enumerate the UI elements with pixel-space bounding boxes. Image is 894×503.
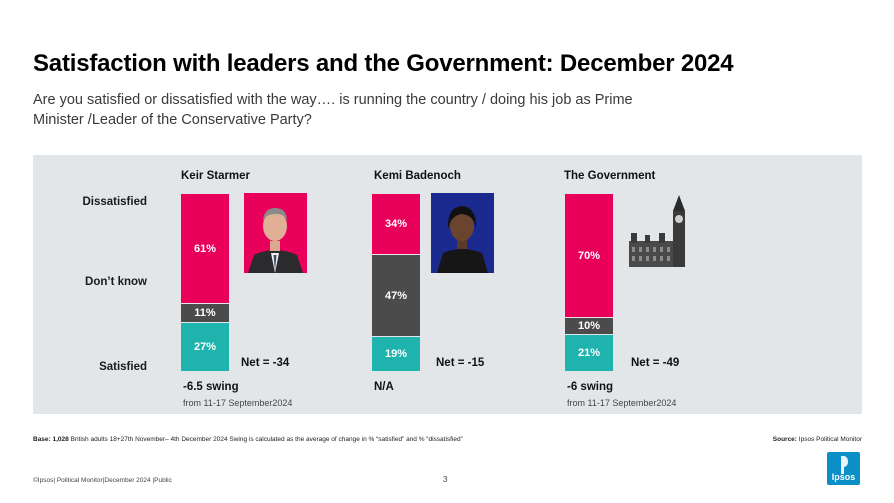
row-label-satisfied: Satisfied: [99, 361, 147, 373]
badenoch-photo: [431, 193, 494, 273]
bar-segment-satisfied-the-government: 21%: [565, 335, 613, 371]
net-label-kemi-badenoch: Net = -15: [436, 357, 485, 369]
swing-subtext-the-government: from 11-17 September2024: [567, 398, 677, 408]
footnote: Base: 1,028 British adults 18+27th Novem…: [33, 436, 463, 443]
bar-segment-satisfied-kemi-badenoch: 19%: [372, 337, 420, 371]
bar-segment-dissatisfied-kemi-badenoch: 34%: [372, 194, 420, 254]
page-title: Satisfaction with leaders and the Govern…: [33, 50, 734, 77]
bar-the-government: 70% 10% 21%: [565, 194, 613, 371]
data-label: 21%: [577, 347, 601, 359]
data-label: 19%: [384, 348, 408, 360]
data-label: 47%: [384, 289, 408, 302]
source-note: Source: Ipsos Political Monitor: [773, 436, 862, 443]
swing-label-the-government: -6 swing: [567, 381, 614, 393]
bar-segment-dont-know-the-government: 10%: [565, 317, 613, 335]
data-label: 34%: [384, 218, 408, 230]
source-label: Source:: [772, 436, 797, 443]
data-label: 70%: [577, 249, 601, 262]
column-header-kemi-badenoch: Kemi Badenoch: [374, 170, 461, 182]
bar-segment-dissatisfied-the-government: 70%: [565, 194, 613, 317]
net-label-keir-starmer: Net = -34: [241, 357, 290, 369]
bar-segment-satisfied-keir-starmer: 27%: [181, 323, 229, 371]
swing-label-keir-starmer: -6.5 swing: [183, 381, 239, 393]
column-header-keir-starmer: Keir Starmer: [181, 170, 251, 182]
data-label: 61%: [193, 242, 217, 255]
bar-kemi-badenoch: 34% 47% 19%: [372, 194, 420, 371]
starmer-photo: [244, 193, 307, 273]
bar-segment-dissatisfied-keir-starmer: 61%: [181, 194, 229, 303]
row-label-dissatisfied: Dissatisfied: [82, 196, 147, 208]
footer-text: ©Ipsos| Political Monitor|December 2024 …: [33, 477, 172, 484]
footnote-base: Base: 1,028: [33, 436, 69, 443]
ipsos-logo: Ipsos: [827, 452, 860, 485]
footnote-text: British adults 18+27th November– 4th Dec…: [68, 436, 463, 443]
swing-label-kemi-badenoch: N/A: [374, 381, 394, 393]
data-label: 27%: [193, 341, 217, 353]
row-label-dont-know: Don’t know: [85, 276, 147, 288]
swing-subtext-keir-starmer: from 11-17 September2024: [183, 398, 293, 408]
bar-keir-starmer: 61% 11% 27%: [181, 194, 229, 371]
bar-segment-dont-know-kemi-badenoch: 47%: [372, 254, 420, 337]
data-label: 11%: [194, 307, 216, 319]
column-header-the-government: The Government: [564, 170, 656, 182]
net-label-the-government: Net = -49: [631, 357, 680, 369]
page-number: 3: [443, 475, 448, 484]
government-photo: [629, 193, 689, 267]
source-text: Ipsos Political Monitor: [796, 436, 862, 443]
ipsos-logo-text: Ipsos: [831, 472, 856, 482]
bar-segment-dont-know-keir-starmer: 11%: [181, 303, 229, 323]
page-subtitle: Are you satisfied or dissatisfied with t…: [33, 92, 633, 128]
data-label: 10%: [577, 320, 601, 332]
